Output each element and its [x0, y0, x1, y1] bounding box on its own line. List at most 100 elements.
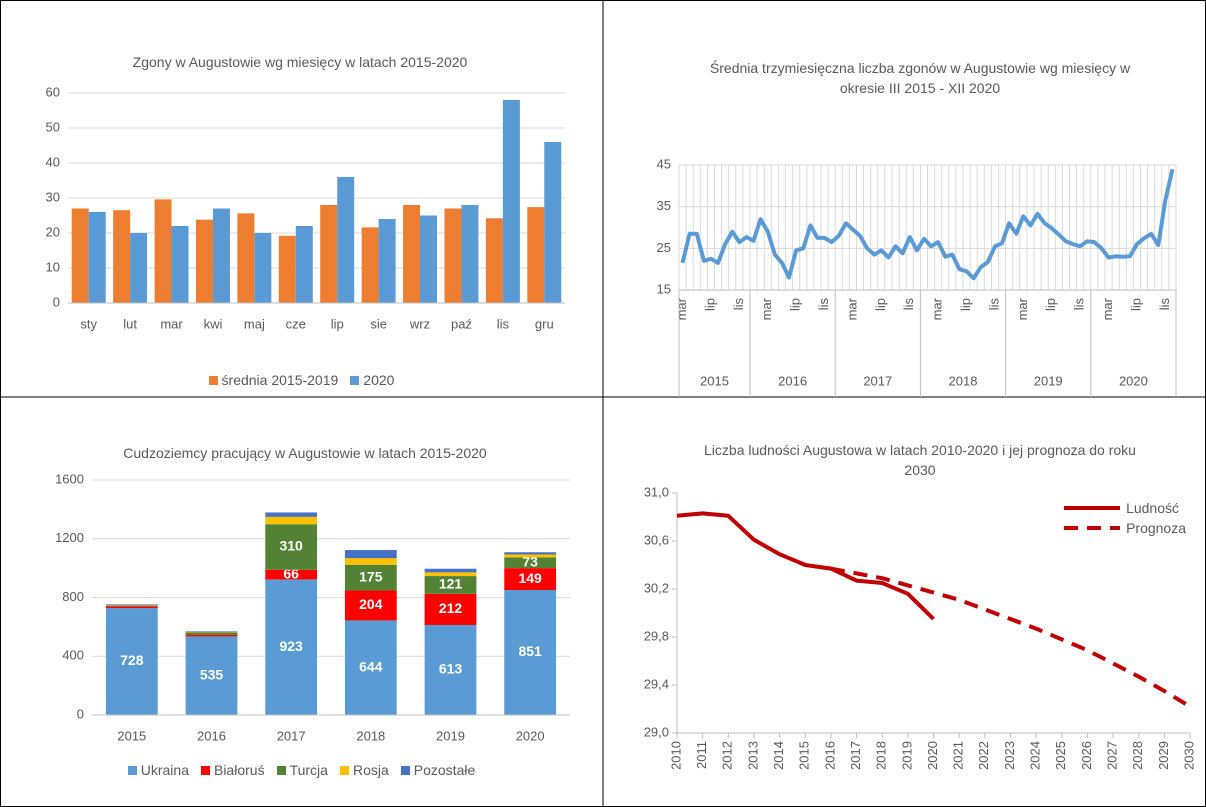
legend-item: Prognoza — [1062, 520, 1186, 536]
x-tick-label: mar — [1100, 297, 1115, 320]
x-tick-label: 2026 — [1079, 741, 1094, 770]
bar — [337, 177, 355, 303]
x-tick-label: wrz — [409, 316, 430, 331]
y-tick-label: 30,6 — [644, 532, 669, 547]
x-tick-label: sty — [80, 316, 97, 331]
bar — [171, 226, 189, 303]
y-tick-label: 29,4 — [644, 676, 669, 691]
legend-item: Rosja — [339, 762, 389, 778]
bar-segment — [185, 636, 238, 715]
y-tick-label: 1600 — [55, 471, 84, 486]
x-tick-label: lip — [331, 316, 344, 331]
x-tick-label: 2013 — [745, 741, 760, 770]
data-label: 73 — [522, 553, 538, 569]
bar-segment — [344, 590, 397, 621]
x-tick-label: 2028 — [1130, 741, 1145, 770]
x-tick-label: mar — [844, 297, 859, 320]
bar-segment — [105, 604, 158, 606]
x-tick-label: 2023 — [1002, 741, 1017, 770]
legend-label: Rosja — [352, 762, 389, 778]
x-tick-label: 2012 — [720, 741, 735, 770]
data-label: 613 — [439, 661, 463, 677]
legend: średnia 2015-2019 2020 — [0, 372, 603, 388]
y-tick-label: 400 — [62, 648, 84, 663]
x-tick-label: sie — [370, 316, 387, 331]
data-label: 149 — [518, 570, 542, 586]
legend-label: Pozostałe — [413, 762, 476, 778]
x-tick-label: 2010 — [668, 741, 683, 770]
x-tick-label: kwi — [204, 316, 223, 331]
bar — [420, 215, 438, 303]
chart-title: Zgony w Augustowie wg miesięcy w latach … — [132, 54, 468, 70]
bar — [361, 227, 379, 303]
bar-segment — [344, 550, 397, 559]
data-label: 175 — [359, 568, 383, 584]
x-tick-label: lis — [497, 316, 510, 331]
x-tick-label: maj — [244, 316, 265, 331]
bar — [212, 208, 230, 303]
x-tick-label: mar — [930, 297, 945, 320]
bar — [544, 142, 562, 303]
bar-segment — [424, 572, 477, 577]
y-tick-label: 15 — [657, 281, 671, 296]
bar-segment — [185, 634, 238, 637]
bar — [237, 213, 255, 303]
x-tick-label: mar — [1015, 297, 1030, 320]
bar — [502, 100, 520, 303]
legend-item: Pozostałe — [400, 762, 476, 778]
x-tick-label: paź — [451, 316, 472, 331]
chart-title: Liczba ludności Augustowa w latach 2010-… — [704, 442, 1136, 478]
bar — [278, 235, 296, 303]
bar — [403, 205, 421, 303]
x-tick-label: 2016 — [822, 741, 837, 770]
legend-label: Białoruś — [213, 762, 265, 778]
data-label: 310 — [279, 538, 303, 554]
x-tick-label: mar — [674, 297, 689, 320]
line-series — [676, 511, 935, 621]
legend-swatch — [1064, 526, 1121, 530]
y-tick-label: 35 — [657, 198, 671, 213]
x-tick-label: 2015 — [797, 741, 812, 770]
x-tick-label: lip — [958, 298, 973, 311]
bar-segment — [265, 569, 318, 580]
year-label: 2016 — [778, 373, 807, 388]
bar — [295, 226, 313, 303]
x-tick-label: mar — [759, 297, 774, 320]
legend-label: Turcja — [289, 762, 328, 778]
data-label: 728 — [120, 652, 144, 668]
legend-label: Ukraina — [140, 762, 189, 778]
bar-segment — [344, 564, 397, 591]
year-label: 2018 — [949, 373, 978, 388]
bar-segment — [265, 516, 318, 525]
bar — [154, 199, 172, 303]
bar — [485, 218, 503, 303]
legend-swatch — [339, 765, 349, 775]
legend-swatch — [200, 765, 210, 775]
data-label: 535 — [200, 666, 224, 682]
x-tick-label: 2022 — [976, 741, 991, 770]
bar-segment — [105, 606, 158, 609]
legend-swatch — [276, 765, 286, 775]
bar-segment — [504, 568, 557, 591]
bar-segment — [265, 524, 318, 570]
bar — [254, 233, 272, 303]
legend-swatch — [127, 765, 137, 775]
y-tick-label: 30,2 — [644, 580, 669, 595]
y-tick-label: 20 — [46, 224, 60, 239]
y-tick-label: 25 — [657, 240, 671, 255]
data-label: 644 — [359, 658, 383, 674]
x-tick-label: lis — [901, 298, 916, 311]
legend-swatch — [1064, 506, 1121, 510]
legend-item: Ukraina — [127, 762, 189, 778]
bar — [195, 219, 213, 303]
y-tick-label: 29,8 — [644, 628, 669, 643]
y-tick-label: 800 — [62, 589, 84, 604]
x-tick-label: 2027 — [1104, 741, 1119, 770]
bar-segment — [344, 558, 397, 565]
y-tick-label: 60 — [46, 84, 60, 99]
x-tick-label: lis — [816, 298, 831, 311]
x-tick-label: lis — [731, 298, 746, 311]
bar — [461, 205, 479, 303]
x-tick-label: cze — [286, 316, 306, 331]
